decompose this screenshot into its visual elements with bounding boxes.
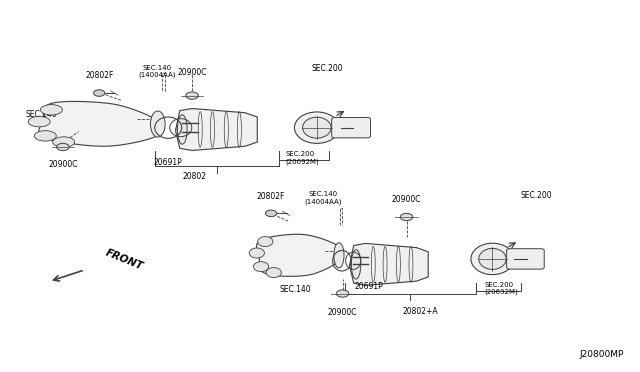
Polygon shape: [39, 102, 164, 146]
Ellipse shape: [266, 267, 282, 278]
Text: SEC.200: SEC.200: [521, 191, 552, 200]
Ellipse shape: [35, 131, 56, 141]
Polygon shape: [350, 243, 428, 285]
Ellipse shape: [351, 250, 361, 279]
Text: 20691P: 20691P: [355, 282, 383, 291]
Ellipse shape: [249, 248, 264, 258]
Text: SEC.200: SEC.200: [312, 64, 344, 73]
Ellipse shape: [52, 137, 75, 147]
Ellipse shape: [28, 116, 50, 127]
Text: 20900C: 20900C: [48, 160, 77, 170]
Circle shape: [400, 214, 413, 221]
Text: SEC.140
(14004AA): SEC.140 (14004AA): [138, 65, 175, 78]
Text: J20800MP: J20800MP: [580, 350, 624, 359]
Text: 20900C: 20900C: [392, 195, 421, 204]
Text: FRONT: FRONT: [104, 247, 145, 272]
Ellipse shape: [471, 243, 514, 275]
Polygon shape: [257, 234, 344, 276]
Ellipse shape: [303, 117, 331, 138]
Text: SEC.140
(14004AA): SEC.140 (14004AA): [305, 192, 342, 205]
Text: 20802+A: 20802+A: [403, 307, 438, 316]
Text: 20802F: 20802F: [257, 192, 285, 201]
Ellipse shape: [177, 115, 187, 144]
Ellipse shape: [40, 105, 63, 115]
Ellipse shape: [258, 237, 273, 247]
Circle shape: [266, 210, 276, 217]
Ellipse shape: [334, 243, 344, 268]
Circle shape: [186, 92, 198, 99]
Text: SEC.140: SEC.140: [25, 110, 57, 119]
FancyBboxPatch shape: [332, 118, 371, 138]
Circle shape: [336, 290, 349, 297]
Ellipse shape: [253, 262, 269, 272]
Text: SEC.200
(20692M): SEC.200 (20692M): [484, 282, 518, 295]
Text: 20802: 20802: [182, 172, 207, 181]
Circle shape: [56, 143, 69, 151]
Circle shape: [93, 90, 105, 96]
Ellipse shape: [294, 112, 339, 143]
Text: 20691P: 20691P: [154, 158, 182, 167]
Text: SEC.140: SEC.140: [279, 285, 311, 294]
Ellipse shape: [150, 111, 165, 137]
Text: 20900C: 20900C: [328, 308, 357, 317]
Text: 20900C: 20900C: [177, 68, 207, 77]
Ellipse shape: [479, 248, 506, 269]
FancyBboxPatch shape: [507, 249, 544, 269]
Text: SEC.200
(20692M): SEC.200 (20692M): [285, 151, 319, 165]
Text: 20802F: 20802F: [85, 71, 113, 80]
Polygon shape: [176, 109, 257, 150]
